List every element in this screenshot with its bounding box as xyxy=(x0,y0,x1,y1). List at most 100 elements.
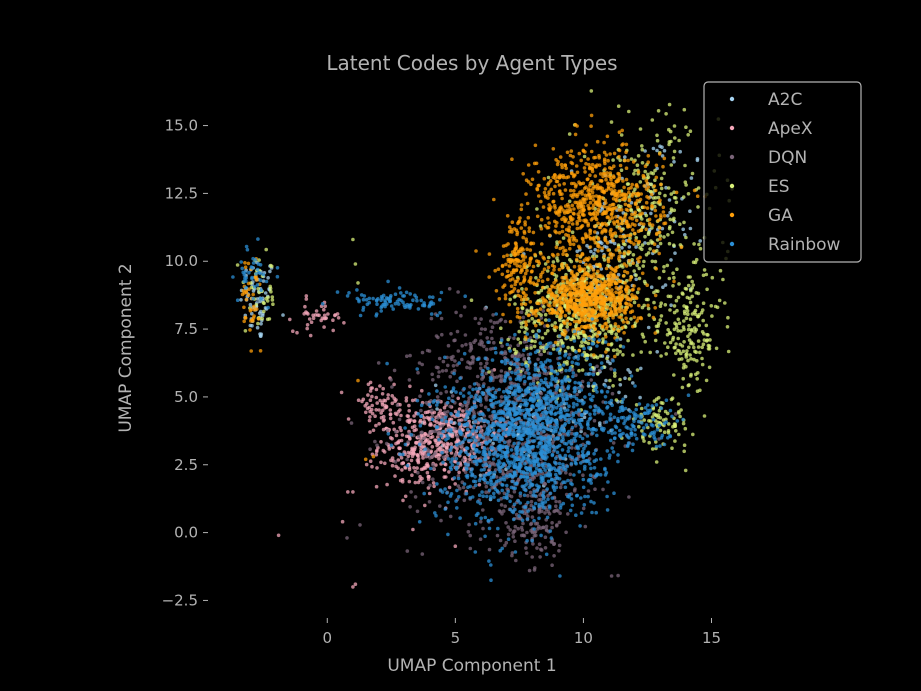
data-point xyxy=(626,225,630,229)
data-point xyxy=(539,217,544,222)
data-point xyxy=(630,295,635,300)
data-point xyxy=(609,212,614,217)
data-point xyxy=(593,487,597,492)
data-point xyxy=(553,321,557,325)
data-point xyxy=(570,161,575,166)
data-point xyxy=(510,157,514,161)
data-point xyxy=(249,307,253,312)
data-point xyxy=(618,377,622,382)
data-point xyxy=(524,287,528,291)
data-point xyxy=(614,311,619,316)
data-point xyxy=(490,445,495,450)
data-point xyxy=(256,287,261,291)
data-point xyxy=(682,340,686,344)
data-point xyxy=(345,536,349,540)
data-point xyxy=(611,450,616,454)
data-point xyxy=(291,329,295,334)
data-point xyxy=(564,166,568,171)
data-point xyxy=(656,420,661,425)
data-point xyxy=(626,338,630,343)
data-point xyxy=(445,441,450,446)
data-point xyxy=(672,275,676,280)
data-point xyxy=(650,241,654,245)
data-point xyxy=(567,132,572,136)
data-point xyxy=(380,408,385,413)
data-point xyxy=(485,361,489,366)
data-point xyxy=(331,328,336,333)
data-point xyxy=(592,256,596,261)
data-point xyxy=(590,169,595,174)
data-point xyxy=(657,152,662,156)
data-point xyxy=(669,163,674,167)
data-point xyxy=(682,449,686,454)
data-point xyxy=(555,240,559,244)
data-point xyxy=(520,297,524,302)
data-point xyxy=(394,430,398,434)
data-point xyxy=(400,468,404,472)
data-point xyxy=(564,227,569,232)
data-point xyxy=(432,410,437,415)
data-point xyxy=(368,389,373,393)
data-point xyxy=(610,206,615,211)
data-point xyxy=(627,495,631,499)
data-point xyxy=(577,298,582,303)
data-point xyxy=(577,264,582,269)
data-point xyxy=(529,522,533,527)
data-point xyxy=(572,336,577,341)
data-point xyxy=(453,409,458,414)
data-point xyxy=(500,488,505,493)
data-point xyxy=(643,169,647,174)
data-point xyxy=(409,458,414,463)
data-point xyxy=(519,270,523,275)
data-point xyxy=(593,247,597,252)
data-point xyxy=(243,315,248,320)
data-point xyxy=(696,314,700,319)
data-point xyxy=(547,287,551,292)
data-point xyxy=(579,293,583,298)
data-point xyxy=(564,530,568,535)
data-point xyxy=(701,301,706,306)
data-point xyxy=(571,314,576,318)
data-point xyxy=(628,263,633,267)
data-point xyxy=(671,284,675,288)
data-point xyxy=(609,367,613,371)
data-point xyxy=(651,249,656,253)
data-point xyxy=(492,482,496,487)
data-point xyxy=(522,229,527,234)
data-point xyxy=(582,415,587,420)
data-point xyxy=(415,367,420,371)
data-point xyxy=(391,420,396,425)
data-point xyxy=(479,361,483,366)
data-point xyxy=(519,525,524,530)
data-point xyxy=(525,530,529,535)
data-point xyxy=(510,270,514,275)
data-point xyxy=(552,300,556,305)
data-point xyxy=(468,341,473,346)
data-point xyxy=(673,422,677,427)
data-point xyxy=(552,541,557,546)
data-point xyxy=(411,527,415,532)
data-point xyxy=(717,298,722,303)
data-point xyxy=(584,353,588,358)
data-point xyxy=(591,198,596,202)
data-point xyxy=(650,223,655,227)
data-point xyxy=(702,414,707,418)
data-point xyxy=(651,171,655,176)
data-point xyxy=(263,291,268,295)
data-point xyxy=(598,203,602,208)
data-point xyxy=(550,525,554,530)
data-point xyxy=(617,222,621,226)
data-point xyxy=(261,301,266,305)
data-point xyxy=(643,339,647,344)
data-point xyxy=(481,508,485,512)
data-point xyxy=(258,349,263,353)
data-point xyxy=(414,441,419,445)
data-point xyxy=(434,463,438,467)
data-point xyxy=(585,302,589,307)
data-point xyxy=(623,196,627,200)
data-point xyxy=(473,454,477,459)
data-point xyxy=(683,468,688,473)
data-point xyxy=(514,421,519,425)
data-point xyxy=(481,526,485,531)
data-point xyxy=(604,174,609,178)
